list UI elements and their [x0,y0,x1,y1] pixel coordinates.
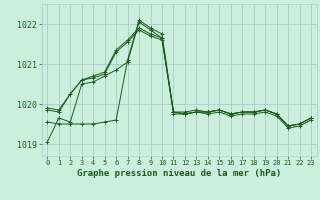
X-axis label: Graphe pression niveau de la mer (hPa): Graphe pression niveau de la mer (hPa) [77,169,281,178]
